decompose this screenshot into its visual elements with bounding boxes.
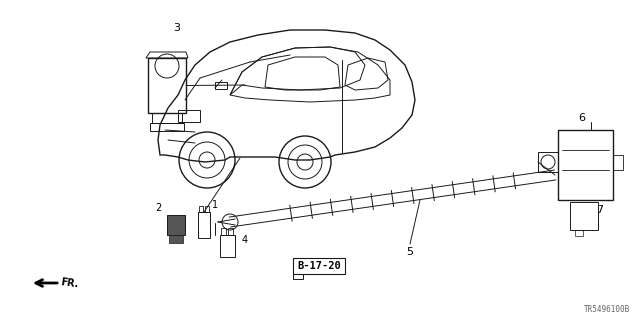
Bar	[538, 152, 558, 172]
Bar	[293, 274, 303, 279]
Bar	[215, 82, 227, 89]
Bar	[558, 130, 613, 200]
Bar	[205, 206, 209, 212]
Bar	[570, 202, 598, 230]
Bar	[148, 58, 186, 113]
Bar	[178, 110, 200, 122]
Bar	[199, 206, 203, 212]
Bar	[167, 215, 185, 235]
Text: 4: 4	[242, 235, 248, 245]
Text: 3: 3	[173, 23, 180, 33]
Bar	[575, 230, 583, 236]
Text: 7: 7	[596, 205, 604, 215]
Bar	[220, 235, 235, 257]
Bar	[198, 212, 210, 238]
Text: FR.: FR.	[60, 277, 79, 289]
Text: TR5496100B: TR5496100B	[584, 305, 630, 314]
Bar	[293, 258, 345, 274]
Bar	[152, 113, 182, 123]
Text: 1: 1	[212, 200, 218, 210]
Text: 5: 5	[406, 247, 413, 257]
Bar	[613, 155, 623, 170]
Text: 6: 6	[579, 113, 586, 123]
Text: B-17-20: B-17-20	[297, 261, 341, 271]
Text: 2: 2	[155, 203, 161, 213]
Bar	[228, 228, 233, 235]
Bar	[169, 235, 183, 243]
Bar	[150, 123, 184, 131]
Bar	[221, 228, 226, 235]
